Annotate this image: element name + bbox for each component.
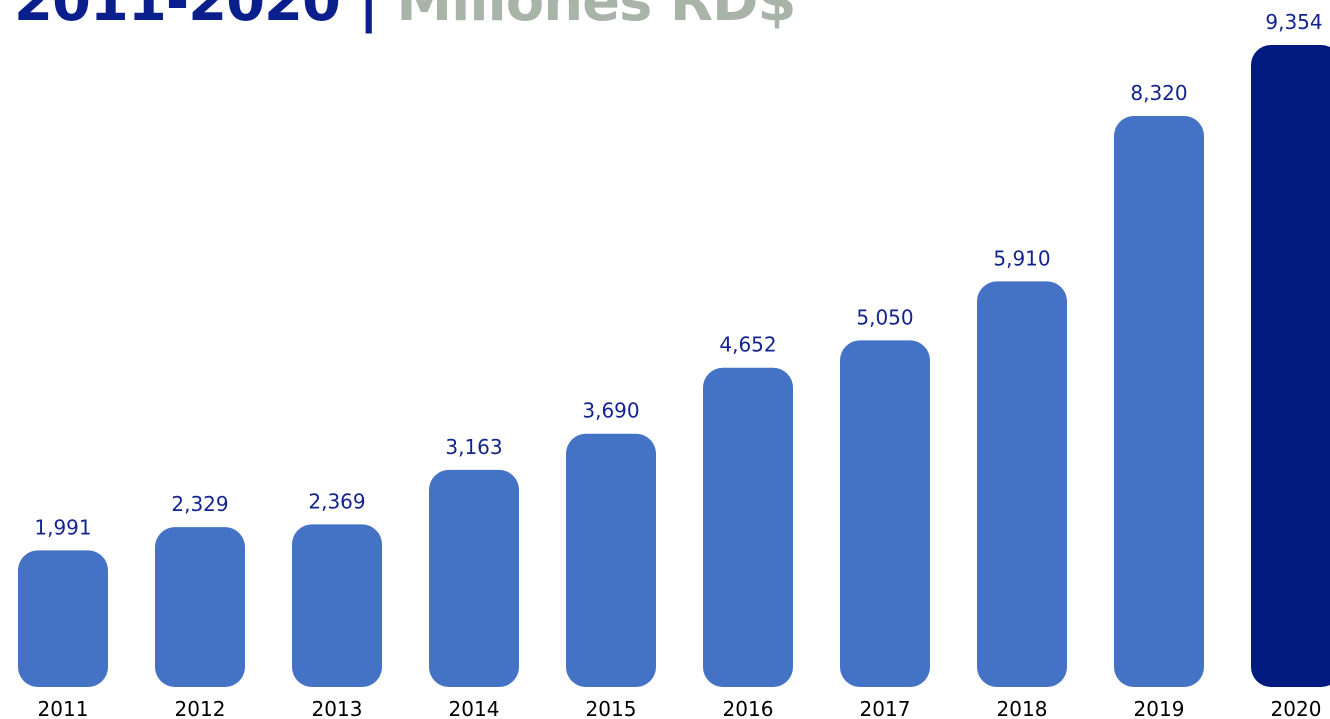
bar-2011 — [18, 550, 108, 687]
value-label-2017: 5,050 — [856, 305, 913, 329]
category-label-2020: 2020 — [1271, 697, 1322, 719]
value-label-2014: 3,163 — [445, 435, 502, 459]
category-label-2015: 2015 — [586, 697, 637, 719]
bar-2013 — [292, 524, 382, 687]
value-label-2012: 2,329 — [171, 492, 228, 516]
bar-2015 — [566, 433, 656, 687]
value-label-2016: 4,652 — [719, 333, 776, 357]
value-label-2013: 2,369 — [308, 489, 365, 513]
category-label-2012: 2012 — [175, 697, 226, 719]
bar-2012 — [155, 527, 245, 687]
value-label-2019: 8,320 — [1130, 81, 1187, 105]
value-label-2018: 5,910 — [993, 246, 1050, 270]
value-label-2015: 3,690 — [582, 399, 639, 423]
bar-2017 — [840, 340, 930, 687]
bar-2016 — [703, 367, 793, 687]
bar-2020 — [1251, 45, 1330, 687]
value-label-2011: 1,991 — [34, 515, 91, 539]
chart-title-separator: | — [358, 0, 378, 34]
category-label-2016: 2016 — [723, 697, 774, 719]
category-label-2018: 2018 — [997, 697, 1048, 719]
bar-2019 — [1114, 115, 1204, 687]
bar-2014 — [429, 469, 519, 687]
chart-title-years: 2011-2020 — [14, 0, 341, 34]
bar-2018 — [977, 281, 1067, 687]
chart-title-unit: Millones RD$ — [396, 0, 796, 34]
category-label-2014: 2014 — [449, 697, 500, 719]
chart-title: 2011-2020 | Millones RD$ — [14, 0, 796, 30]
category-label-2017: 2017 — [860, 697, 911, 719]
category-label-2013: 2013 — [312, 697, 363, 719]
category-label-2011: 2011 — [38, 697, 89, 719]
value-label-2020: 9,354 — [1265, 10, 1322, 34]
category-label-2019: 2019 — [1134, 697, 1185, 719]
